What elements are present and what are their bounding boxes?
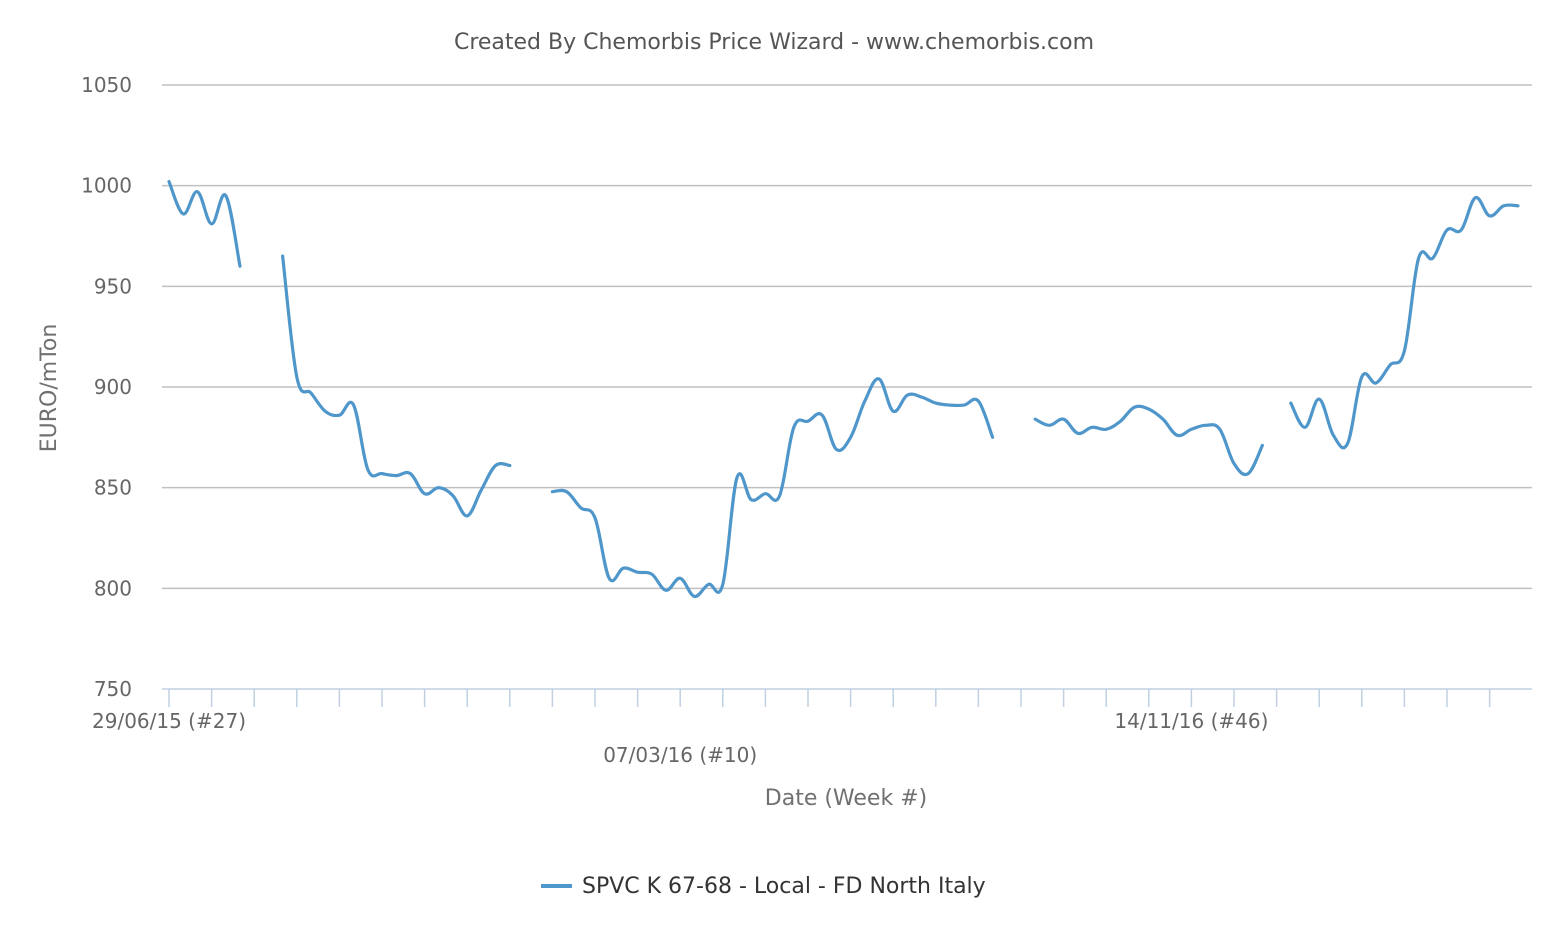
series-lines	[167, 180, 1520, 599]
y-axis-title: EURO/mTon	[37, 324, 62, 453]
series-line-segment[interactable]	[167, 180, 242, 268]
y-tick-label: 850	[94, 476, 132, 500]
grid-lines	[162, 84, 1532, 590]
series-line-segment[interactable]	[1033, 404, 1264, 477]
x-tick-label: 14/11/16 (#46)	[1114, 709, 1268, 733]
x-axis: 29/06/15 (#27) 07/03/16 (#10) 14/11/16 (#4…	[92, 688, 1532, 767]
series-line-segment[interactable]	[1289, 196, 1520, 450]
y-tick-label: 1050	[81, 73, 132, 97]
legend[interactable]: SPVC K 67-68 - Local - FD North Italy	[541, 874, 986, 899]
series-line-segment[interactable]	[550, 377, 995, 599]
x-axis-title: Date (Week #)	[765, 786, 927, 811]
chart-title: Created By Chemorbis Price Wizard - www.…	[454, 30, 1094, 55]
y-tick-label: 1000	[81, 174, 132, 198]
y-axis-ticks: 750 800 850 900 950 1000 1050	[81, 73, 132, 701]
x-tick-label: 07/03/16 (#10)	[603, 743, 757, 767]
y-tick-label: 900	[94, 375, 132, 399]
y-tick-label: 800	[94, 576, 132, 600]
y-tick-label: 750	[94, 677, 132, 701]
series-line-segment[interactable]	[281, 254, 512, 518]
x-tick-label: 29/06/15 (#27)	[92, 709, 246, 733]
legend-label[interactable]: SPVC K 67-68 - Local - FD North Italy	[582, 874, 986, 899]
y-tick-label: 950	[94, 274, 132, 298]
